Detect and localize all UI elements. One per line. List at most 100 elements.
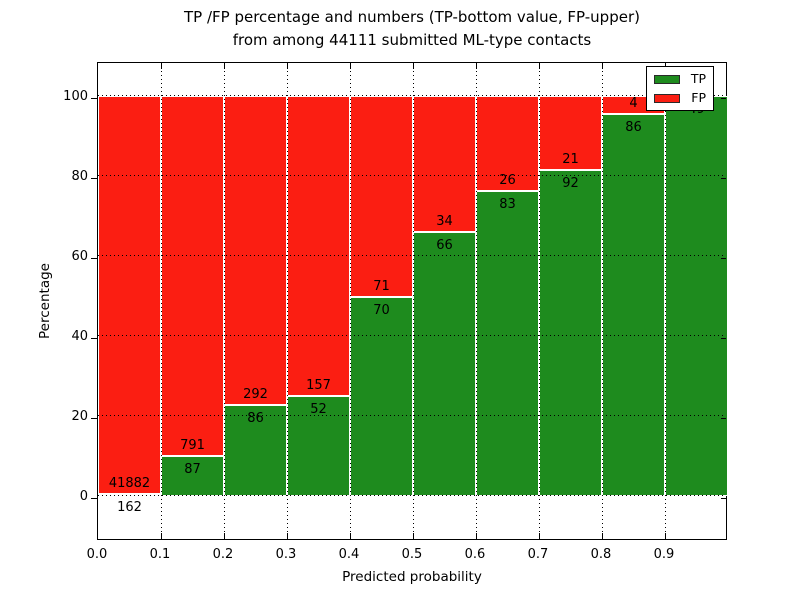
y-tick — [91, 257, 97, 259]
y-tick-label: 60 — [71, 249, 88, 264]
plot-area: 41882 162 791 87 292 86 157 52 71 70 34 66 26 83 21 92 4… — [91, 62, 728, 540]
fp-bar-segment — [539, 96, 602, 171]
x-tick — [223, 63, 225, 69]
tp-bar-segment — [413, 232, 476, 496]
fp-bar-segment — [287, 96, 350, 397]
chart-title-line2: from among 44111 submitted ML-type conta… — [232, 31, 592, 49]
tp-count-label: 66 — [436, 238, 453, 253]
h-gridline — [98, 255, 726, 256]
x-tick — [223, 533, 225, 539]
y-tick — [91, 97, 97, 99]
tp-count-label: 87 — [184, 462, 201, 478]
tp-count-label: 86 — [625, 119, 642, 135]
y-tick — [721, 497, 726, 499]
v-gridline — [160, 63, 162, 539]
v-gridline — [223, 63, 225, 539]
v-gridline — [349, 63, 351, 539]
tp-bar-segment — [350, 297, 413, 496]
h-gridline — [98, 495, 726, 496]
fp-count-label: 41882 — [108, 476, 151, 492]
x-tick — [412, 63, 414, 69]
y-tick — [91, 417, 97, 419]
x-tick — [475, 533, 477, 539]
fp-bar-segment — [98, 96, 161, 495]
x-tick-label: 0.6 — [464, 547, 486, 562]
x-tick — [349, 63, 351, 69]
fp-bar-segment — [413, 96, 476, 232]
fp-bar-segment — [224, 96, 287, 405]
x-tick-label: 0.7 — [527, 547, 549, 562]
legend-swatch — [654, 74, 680, 84]
x-tick-label: 0.1 — [149, 547, 171, 562]
x-tick — [160, 533, 162, 539]
h-gridline — [98, 415, 726, 416]
tp-count-label: 92 — [562, 176, 579, 192]
v-gridline — [412, 63, 414, 539]
y-tick-label: 100 — [63, 89, 88, 104]
legend-row: TP — [654, 72, 706, 86]
x-tick — [286, 63, 288, 69]
tp-count-label: 70 — [373, 303, 390, 319]
y-tick — [721, 97, 726, 99]
x-tick — [601, 533, 603, 539]
x-tick-label: 0.3 — [275, 547, 297, 562]
y-tick — [91, 177, 97, 179]
v-gridline — [601, 63, 603, 539]
y-tick — [721, 337, 726, 339]
x-tick — [538, 533, 540, 539]
x-tick — [664, 533, 666, 539]
legend-row: FP — [654, 91, 706, 105]
x-tick — [538, 63, 540, 69]
x-tick-label: 0.4 — [338, 547, 360, 562]
x-tick — [475, 63, 477, 69]
tp-count-label: 86 — [247, 411, 264, 426]
x-tick — [160, 63, 162, 69]
fp-count-label: 21 — [562, 152, 579, 168]
x-tick — [601, 63, 603, 69]
y-tick — [91, 337, 97, 339]
v-gridline — [538, 63, 540, 539]
fp-count-label: 791 — [180, 438, 205, 454]
tp-bar-segment — [602, 113, 665, 496]
tp-count-label: 83 — [499, 197, 516, 213]
x-tick-label: 0.2 — [212, 547, 234, 562]
x-tick — [412, 533, 414, 539]
chart-title: TP /FP percentage and numbers (TP-bottom… — [85, 6, 739, 52]
legend-swatch — [654, 93, 680, 103]
fp-count-label: 26 — [499, 173, 516, 189]
tp-count-label: 162 — [117, 500, 142, 516]
x-tick-label: 0.9 — [653, 547, 675, 562]
legend: TP FP — [646, 66, 714, 111]
y-tick — [721, 177, 726, 179]
fp-count-label: 71 — [373, 279, 390, 295]
y-tick-label: 40 — [71, 329, 88, 344]
y-tick — [721, 417, 726, 419]
v-gridline — [664, 63, 666, 539]
tp-bar-segment — [476, 191, 539, 496]
x-tick — [349, 533, 351, 539]
fp-count-label: 34 — [436, 214, 453, 229]
x-tick-label: 0.8 — [590, 547, 612, 562]
h-gridline — [98, 95, 726, 96]
y-tick — [91, 497, 97, 499]
x-axis-label: Predicted probability — [342, 569, 482, 585]
v-gridline — [286, 63, 288, 539]
h-gridline — [98, 175, 726, 176]
legend-label: FP — [691, 90, 706, 105]
legend-label: TP — [690, 71, 706, 86]
fp-count-label: 4 — [629, 95, 638, 111]
y-tick-label: 80 — [71, 169, 88, 184]
y-tick — [721, 257, 726, 259]
tp-bar-segment — [665, 96, 728, 496]
y-tick-label: 20 — [71, 409, 88, 424]
tp-bar-segment — [539, 170, 602, 496]
x-tick-label: 0.5 — [401, 547, 423, 562]
v-gridline — [475, 63, 477, 539]
y-tick-label: 0 — [79, 489, 88, 504]
fp-count-label: 157 — [306, 378, 331, 394]
chart-title-line1: TP /FP percentage and numbers (TP-bottom… — [184, 8, 640, 26]
h-gridline — [98, 335, 726, 336]
fp-bar-segment — [350, 96, 413, 298]
x-tick — [286, 533, 288, 539]
